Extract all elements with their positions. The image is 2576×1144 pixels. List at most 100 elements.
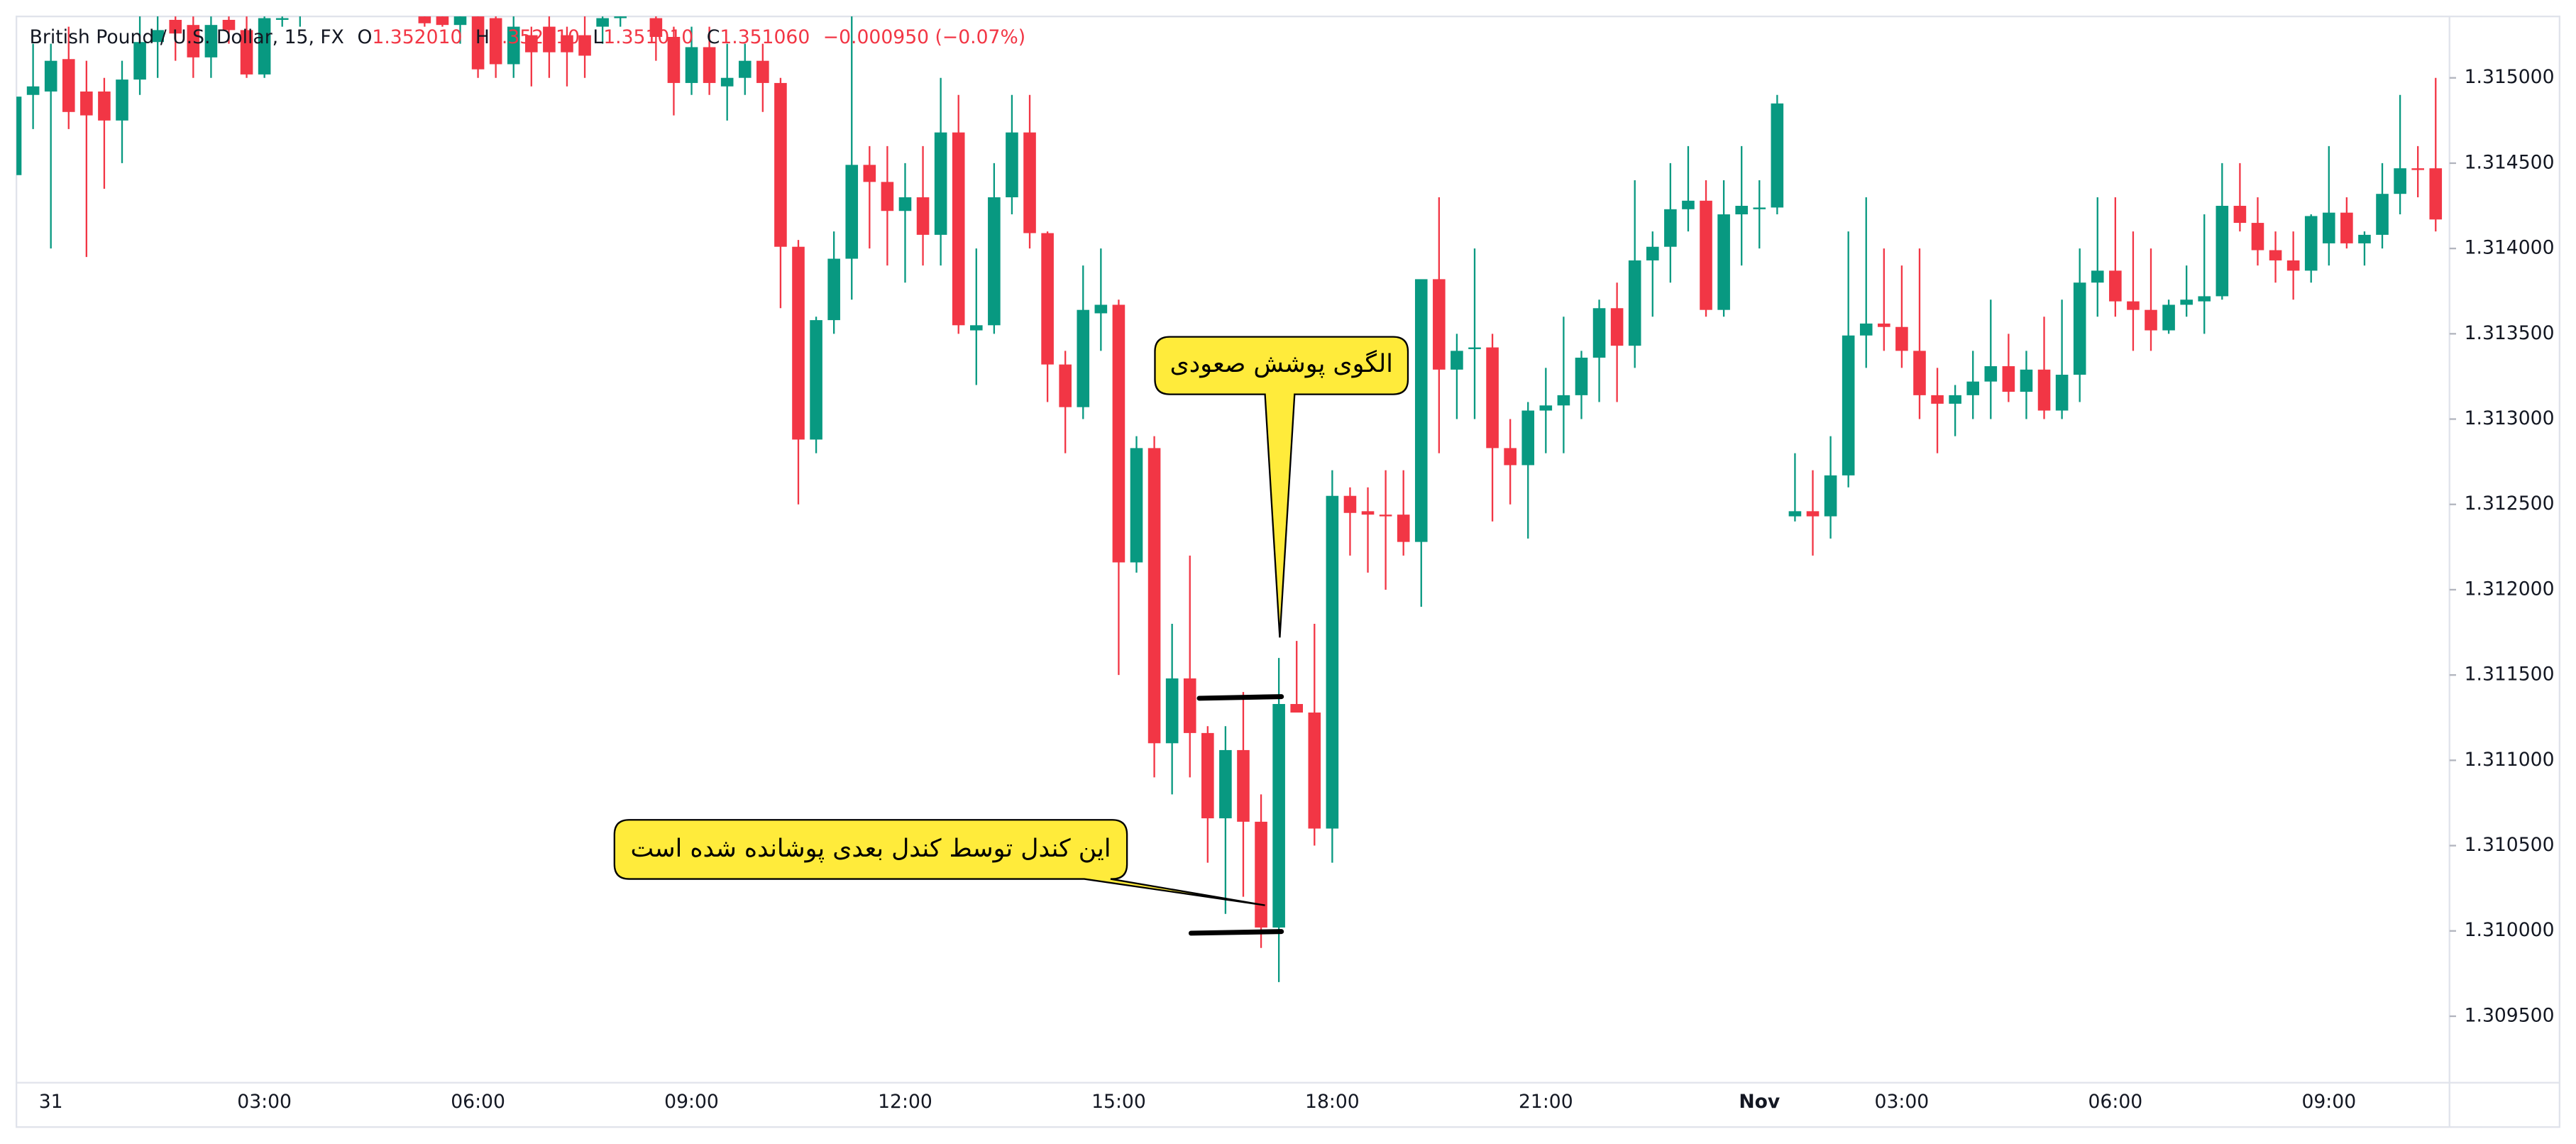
- y-tick-label: 1.314500: [2465, 151, 2555, 173]
- open-label: O: [357, 26, 372, 48]
- candle-body: [116, 79, 128, 121]
- candle-body: [1984, 366, 1998, 382]
- drawn-line: [1196, 694, 1284, 701]
- candle-body: [436, 16, 449, 26]
- y-tick-label: 1.310500: [2465, 834, 2555, 856]
- candle-body: [1361, 511, 1375, 515]
- x-tick-label: 21:00: [1519, 1091, 1573, 1113]
- candle-body: [453, 16, 467, 26]
- candle-body: [1041, 233, 1054, 365]
- callout-bubble: [1154, 336, 1409, 638]
- frame: [15, 16, 2561, 1128]
- candle-body: [969, 325, 983, 331]
- candle-body: [1949, 395, 1961, 404]
- candle-body: [2002, 366, 2015, 392]
- candle-body: [62, 59, 75, 112]
- candle-body: [26, 86, 40, 95]
- candle-body: [1646, 246, 1659, 260]
- callout-text: الگوی پوشش صعودی: [1170, 349, 1393, 378]
- y-tick-label: 1.313500: [2465, 322, 2555, 344]
- candle-body: [2073, 282, 2086, 375]
- candle-body: [258, 18, 271, 75]
- y-tick-label: 1.311500: [2465, 664, 2555, 686]
- candle-body: [1859, 323, 1873, 336]
- candle-body: [703, 47, 716, 83]
- high-value: 1.352210: [490, 26, 580, 48]
- candle-body: [1539, 405, 1553, 411]
- chart-header: British Pound / U.S. Dollar, 15, FX O1.35…: [30, 26, 1025, 48]
- candle-body: [2358, 234, 2371, 243]
- candle-body: [1682, 200, 1695, 209]
- candle-body: [240, 30, 253, 75]
- candle-body: [934, 132, 947, 235]
- candle-body: [1165, 678, 1179, 744]
- candle-body: [1094, 304, 1108, 314]
- candle-body: [1326, 495, 1339, 829]
- candle-body: [1610, 308, 1624, 346]
- candle-body: [2145, 309, 2157, 331]
- x-tick-label: 12:00: [878, 1091, 932, 1113]
- candle-body: [1842, 335, 1855, 475]
- candle-body: [2091, 270, 2104, 283]
- candle-body: [98, 91, 111, 121]
- candle-body: [898, 197, 912, 211]
- y-tick-label: 1.310000: [2465, 919, 2555, 941]
- candle-body: [133, 42, 146, 80]
- candle-body: [863, 165, 876, 182]
- candle-body: [16, 97, 22, 175]
- x-tick-label: 06:00: [451, 1091, 505, 1113]
- candle-body: [2180, 299, 2193, 305]
- high-label: H: [475, 26, 490, 48]
- candle-body: [774, 82, 787, 247]
- candle-body: [2269, 250, 2282, 260]
- candle-body: [1931, 395, 1944, 404]
- candle-body: [1468, 347, 1481, 349]
- candle-body: [2055, 375, 2069, 411]
- low-label: L: [593, 26, 603, 48]
- low-value: 1.351010: [603, 26, 693, 48]
- candle-body: [1290, 704, 1304, 713]
- candle-body: [1913, 351, 1926, 395]
- candle-body: [1664, 209, 1677, 247]
- candle-body: [1451, 351, 1463, 370]
- x-tick-label: 09:00: [2301, 1091, 2356, 1113]
- x-tick-label: 06:00: [2088, 1091, 2143, 1113]
- candle-body: [2127, 301, 2140, 310]
- candle-body: [916, 197, 930, 235]
- candle-body: [2020, 369, 2033, 392]
- open-value: 1.352010: [372, 26, 462, 48]
- candle-body: [2322, 212, 2335, 243]
- candle-body: [2233, 206, 2247, 224]
- x-tick-label: 31: [39, 1091, 63, 1113]
- candle-body: [1237, 749, 1250, 822]
- candle-body: [2162, 304, 2175, 331]
- candle-body: [1343, 495, 1357, 513]
- candle-body: [1308, 713, 1321, 829]
- candle-body: [2376, 194, 2389, 235]
- candle-body: [151, 30, 164, 43]
- change-value: −0.000950 (−0.07%): [823, 26, 1025, 48]
- candle-body: [2394, 168, 2406, 194]
- candle-body: [952, 132, 965, 326]
- candle-body: [720, 77, 734, 87]
- candle-body: [578, 35, 591, 56]
- candle-body: [1717, 214, 1730, 310]
- candle-body: [1895, 326, 1908, 351]
- candle-body: [792, 246, 805, 440]
- candle-body: [1112, 304, 1125, 563]
- candle-body: [1824, 475, 1837, 517]
- candle-body: [507, 26, 520, 65]
- candle-body: [1219, 749, 1232, 819]
- candle-body: [1557, 395, 1570, 406]
- candle-body: [667, 37, 681, 83]
- candle-body: [1077, 309, 1090, 407]
- candle-body: [1966, 381, 1980, 395]
- candle-body: [2037, 369, 2051, 411]
- callout-text: این کندل توسط کندل بعدی پوشانده شده است: [630, 835, 1111, 863]
- candle-body: [275, 18, 289, 20]
- candle-body: [525, 35, 538, 53]
- y-tick-label: 1.312500: [2465, 493, 2555, 515]
- candle-body: [80, 91, 93, 116]
